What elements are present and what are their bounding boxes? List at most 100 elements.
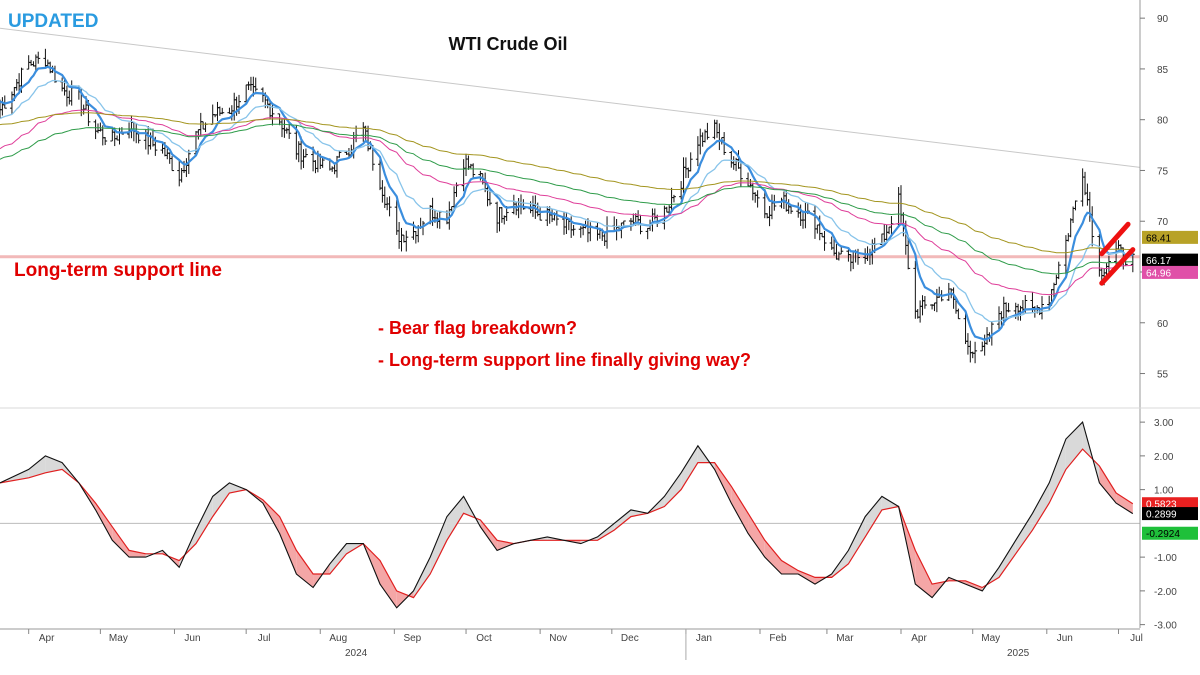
moving-average-line	[0, 109, 1133, 296]
axes: 55606570758085903.002.001.00-1.00-2.00-3…	[0, 0, 1200, 660]
ohlc-bar	[922, 296, 927, 309]
osc-macd-line	[0, 421, 1134, 609]
osc-fill-segment	[112, 526, 130, 558]
osc-tick-label: -1.00	[1154, 553, 1177, 564]
osc-fill-segment	[664, 472, 682, 507]
month-label: Jun	[184, 633, 200, 644]
ohlc-bar	[270, 104, 275, 126]
osc-fill-segment	[965, 580, 983, 591]
ohlc-bar	[36, 51, 41, 64]
ohlc-bar	[337, 150, 342, 158]
ohlc-bar	[471, 163, 476, 179]
year-label: 2024	[345, 648, 368, 659]
osc-fill-segment	[798, 570, 815, 585]
osc-fill-segment	[681, 445, 698, 490]
ohlc-bar	[253, 77, 258, 92]
osc-tick-label: -2.00	[1154, 587, 1177, 598]
osc-tick-label: 2.00	[1154, 452, 1174, 463]
ohlc-bar	[387, 196, 392, 217]
moving-average-line	[0, 112, 1133, 254]
osc-fill-segment	[279, 516, 297, 574]
ohlc-bar	[1073, 200, 1078, 211]
osc-tick-label: 3.00	[1154, 418, 1174, 429]
ohlc-bar	[1006, 302, 1011, 313]
osc-fill-segment	[329, 543, 347, 574]
price-tick-label: 80	[1157, 116, 1169, 127]
osc-fill-segment	[630, 509, 648, 517]
ohlc-bar	[287, 122, 292, 139]
month-label: Nov	[549, 633, 567, 644]
year-label: 2025	[1007, 648, 1030, 659]
ohlc-bar	[1130, 252, 1135, 273]
ohlc-bar	[789, 206, 794, 214]
osc-fill-segment	[195, 496, 213, 544]
osc-fill-segment	[430, 516, 447, 574]
svg-text:-0.2924: -0.2924	[1146, 529, 1180, 540]
price-tick-label: 90	[1157, 14, 1169, 25]
svg-text:0.5823: 0.5823	[1146, 500, 1177, 511]
price-bars	[0, 48, 1135, 364]
price-tick-label: 70	[1157, 217, 1169, 228]
osc-fill-segment	[614, 509, 631, 531]
osc-fill-segment	[1099, 466, 1117, 504]
osc-tick-label: 1.00	[1154, 486, 1174, 497]
osc-fill-segment	[848, 516, 866, 564]
month-label: Dec	[621, 633, 639, 644]
osc-fill-segment	[212, 482, 230, 517]
osc-fill-segment	[95, 503, 113, 541]
osc-fill-segment	[229, 482, 247, 493]
ohlc-bar	[1056, 261, 1061, 280]
bear-flag	[1099, 221, 1136, 286]
annotation-note-1: - Bear flag breakdown?	[378, 318, 577, 338]
osc-fill-segment	[28, 455, 46, 478]
month-label: Apr	[39, 633, 55, 644]
osc-fill-segment	[296, 550, 314, 588]
ohlc-bar	[404, 230, 409, 252]
ohlc-bar	[170, 156, 175, 172]
price-badge: 64.96	[1142, 265, 1198, 279]
osc-fill-segment	[865, 496, 882, 537]
osc-fill-segment	[380, 560, 397, 608]
support-label: Long-term support line	[14, 260, 222, 281]
moving-averages	[0, 65, 1133, 342]
osc-badge: -0.2924	[1142, 526, 1198, 540]
osc-badge: 0.5823	[1142, 497, 1198, 511]
svg-text:0.2899: 0.2899	[1146, 510, 1177, 521]
month-label: Sep	[403, 633, 421, 644]
osc-fill-segment	[1116, 493, 1133, 514]
svg-text:68.41: 68.41	[1146, 233, 1171, 244]
osc-fill-segment	[748, 513, 765, 558]
price-tick-label: 85	[1157, 65, 1169, 76]
oscillator-panel	[0, 421, 1134, 609]
month-label: Jun	[1057, 633, 1073, 644]
reference-lines	[0, 27, 1141, 524]
month-label: Jan	[696, 633, 712, 644]
osc-fill-segment	[764, 540, 782, 574]
month-label: May	[981, 633, 1000, 644]
ohlc-bar	[236, 94, 241, 114]
ohlc-bar	[956, 308, 961, 320]
ohlc-bar	[1106, 255, 1111, 274]
osc-fill-segment	[998, 540, 1016, 578]
ohlc-bar	[571, 224, 576, 236]
month-label: Apr	[911, 633, 927, 644]
ohlc-bar	[671, 194, 676, 203]
flag-line	[1099, 221, 1131, 257]
osc-fill-segment	[1065, 422, 1083, 470]
flag-line	[1099, 247, 1136, 286]
price-tick-label: 75	[1157, 166, 1169, 177]
ohlc-bar	[755, 190, 760, 208]
ohlc-bar	[103, 137, 108, 146]
osc-fill-segment	[480, 520, 498, 551]
osc-fill-segment	[1015, 513, 1033, 554]
price-tick-label: 55	[1157, 370, 1169, 381]
ohlc-bar	[303, 148, 308, 158]
osc-fill-segment	[881, 496, 899, 510]
osc-fill-segment	[413, 557, 431, 598]
month-label: Oct	[476, 633, 492, 644]
annotation-note-2: - Long-term support line finally giving …	[378, 350, 751, 370]
ohlc-bar	[320, 157, 325, 168]
osc-fill-segment	[714, 462, 732, 504]
